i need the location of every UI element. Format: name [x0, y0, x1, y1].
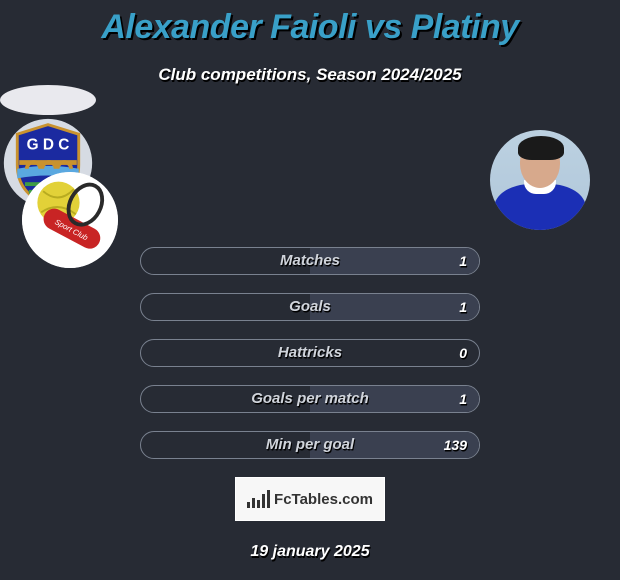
bar-chart-icon [247, 490, 270, 508]
stat-row-matches: Matches 1 [140, 247, 480, 275]
stat-label: Matches [141, 248, 479, 274]
player-right-hair [518, 136, 564, 160]
club-left-crest: Sport Club [22, 172, 118, 268]
page-title: Alexander Faioli vs Platiny [0, 0, 620, 47]
stat-right-value: 1 [459, 248, 467, 274]
player-right-avatar [490, 130, 590, 230]
stat-right-value: 0 [459, 340, 467, 366]
tennis-club-icon: Sport Club [22, 172, 118, 268]
stat-label: Goals [141, 294, 479, 320]
snapshot-date: 19 january 2025 [0, 543, 620, 561]
stat-label: Goals per match [141, 386, 479, 412]
fctables-logo-text: FcTables.com [274, 491, 373, 508]
page-subtitle: Club competitions, Season 2024/2025 [0, 65, 620, 85]
stat-label: Hattricks [141, 340, 479, 366]
stat-label: Min per goal [141, 432, 479, 458]
stat-right-value: 139 [444, 432, 467, 458]
stat-row-goals: Goals 1 [140, 293, 480, 321]
fctables-logo[interactable]: FcTables.com [235, 477, 385, 521]
stat-row-goals-per-match: Goals per match 1 [140, 385, 480, 413]
stats-container: Matches 1 Goals 1 Hattricks 0 Goals per … [140, 247, 480, 459]
player-left-avatar [0, 85, 96, 115]
stat-row-min-per-goal: Min per goal 139 [140, 431, 480, 459]
svg-text:G D C: G D C [27, 137, 70, 154]
stat-row-hattricks: Hattricks 0 [140, 339, 480, 367]
stat-right-value: 1 [459, 294, 467, 320]
stat-right-value: 1 [459, 386, 467, 412]
